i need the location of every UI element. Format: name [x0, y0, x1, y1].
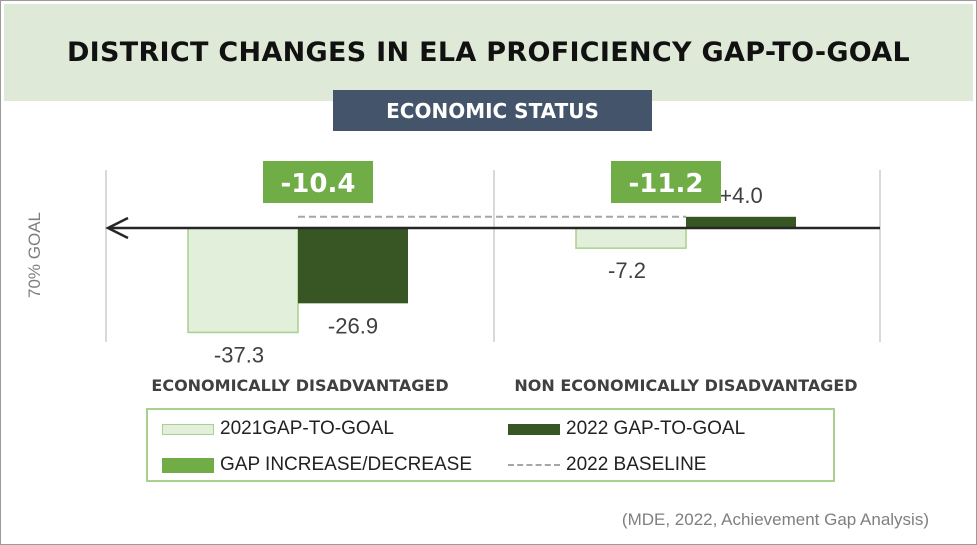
gap-change-label-1: -11.2	[629, 169, 704, 199]
data-label-2021-1: -7.2	[608, 258, 646, 283]
chart-subtitle: ECONOMIC STATUS	[333, 90, 652, 131]
legend-item-2021: 2021GAP-TO-GOAL	[162, 418, 394, 440]
data-label-2022-1: +4.0	[719, 183, 762, 208]
gap-change-box-0	[263, 161, 373, 203]
legend-swatch-2021	[162, 423, 214, 435]
data-label-2021-0: -37.3	[214, 342, 264, 367]
bar-2021-1	[575, 227, 687, 249]
chart-title: DISTRICT CHANGES IN ELA PROFICIENCY GAP-…	[66, 37, 911, 68]
legend-swatch-baseline	[508, 464, 560, 466]
bar-2022-0	[298, 228, 408, 304]
chart-legend: 2021GAP-TO-GOAL 2022 GAP-TO-GOAL GAP INC…	[146, 408, 835, 482]
title-band: DISTRICT CHANGES IN ELA PROFICIENCY GAP-…	[4, 4, 973, 101]
legend-item-gap-change: GAP INCREASE/DECREASE	[162, 454, 472, 476]
legend-label-baseline: 2022 BASELINE	[566, 454, 707, 475]
legend-item-baseline: 2022 BASELINE	[508, 454, 706, 476]
legend-label-2022: 2022 GAP-TO-GOAL	[566, 418, 746, 439]
category-label-0: ECONOMICALLY DISADVANTAGED	[151, 376, 448, 395]
category-label-1: NON ECONOMICALLY DISADVANTAGED	[514, 376, 857, 395]
gap-change-box-1	[611, 161, 721, 203]
legend-label-2021: 2021GAP-TO-GOAL	[220, 418, 394, 439]
y-axis-label: 70% GOAL	[25, 212, 44, 298]
goal-axis-arrowhead	[105, 216, 129, 240]
legend-swatch-gap-change	[162, 457, 214, 473]
legend-item-2022: 2022 GAP-TO-GOAL	[508, 418, 745, 440]
bar-2022-1	[686, 216, 796, 228]
legend-swatch-2022	[508, 423, 560, 435]
source-citation: (MDE, 2022, Achievement Gap Analysis)	[621, 510, 929, 529]
data-label-2022-0: -26.9	[328, 313, 378, 338]
legend-label-gap-change: GAP INCREASE/DECREASE	[220, 454, 473, 475]
bar-2021-0	[187, 227, 299, 334]
gap-change-label-0: -10.4	[281, 169, 356, 199]
